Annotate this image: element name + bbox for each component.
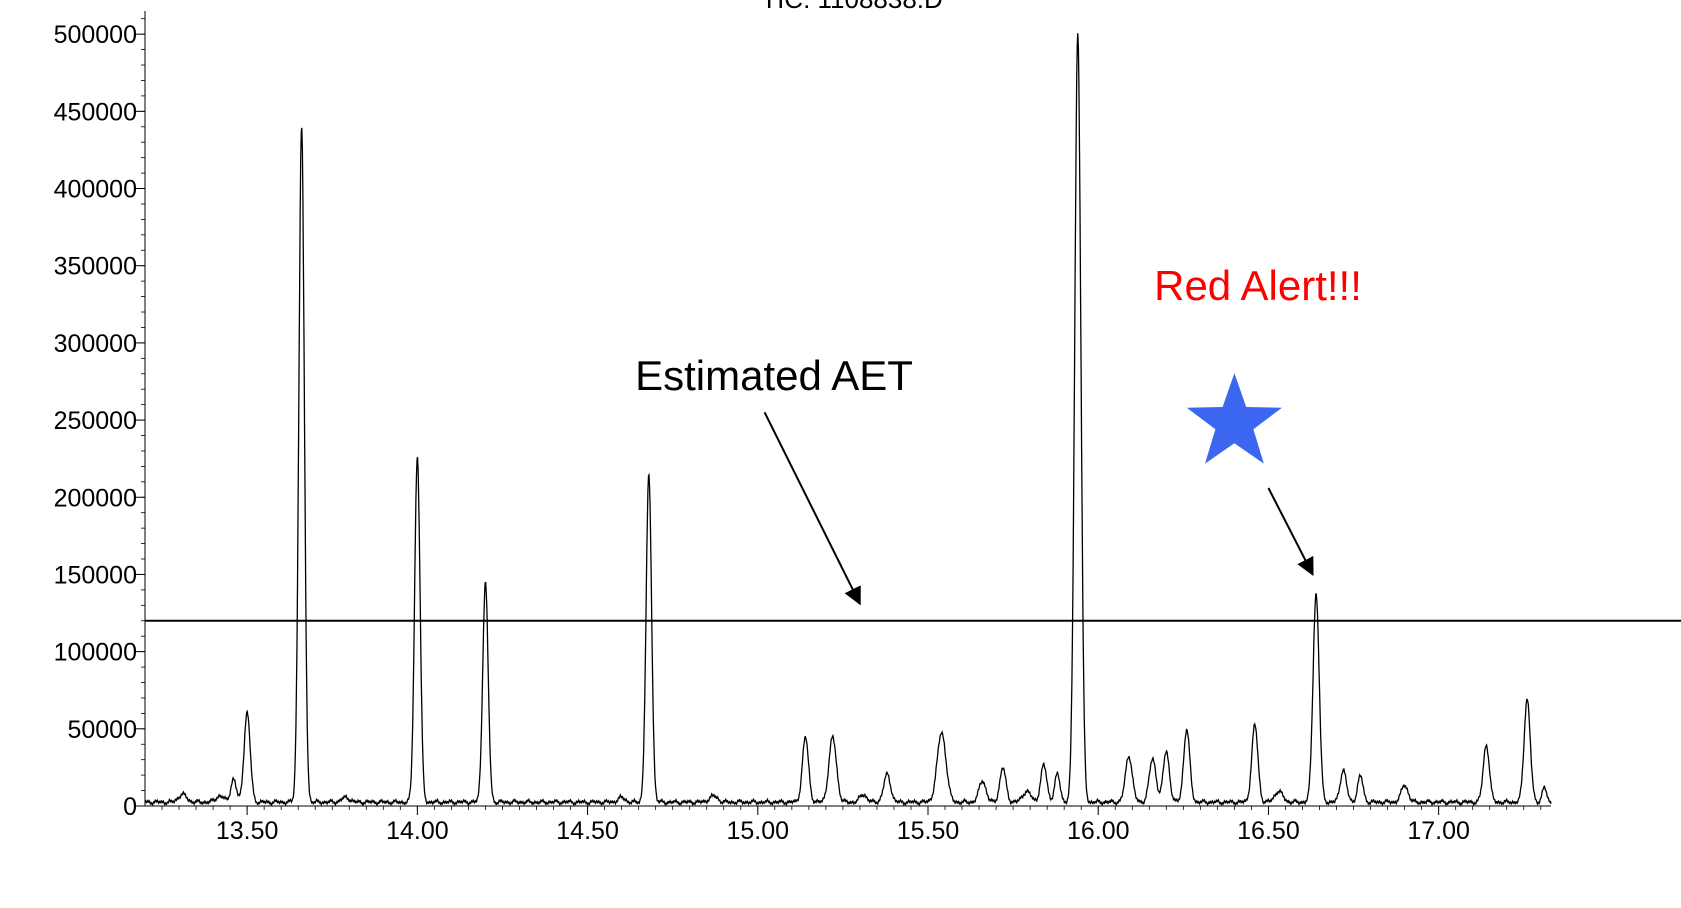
y-tick-label: 50000: [67, 716, 137, 744]
chromatogram-trace: [144, 33, 1552, 807]
y-tick-label: 500000: [54, 21, 137, 49]
chart-title: TIC: 1108838.D: [761, 0, 943, 14]
alert-arrow: [1267, 487, 1314, 577]
axes-layer: 0 50000 100000 150000 200000 250000 300000 3500…: [54, 11, 1551, 845]
y-tick-label: 0: [123, 793, 137, 821]
y-tick-label: 100000: [54, 639, 137, 667]
alert-star-icon: [1186, 373, 1282, 464]
x-tick-label: 16.00: [1067, 817, 1130, 845]
y-tick-label: 200000: [54, 484, 137, 512]
y-tick-label: 250000: [54, 407, 137, 435]
x-tick-label: 14.00: [386, 817, 449, 845]
y-tick-label: 400000: [54, 176, 137, 204]
x-tick-label: 13.50: [216, 817, 279, 845]
red-alert-label: Red Alert!!!: [1154, 262, 1362, 309]
aet-arrow: [763, 411, 861, 606]
x-tick-label: 15.50: [897, 817, 960, 845]
y-tick-label: 150000: [54, 561, 137, 589]
x-tick-label: 14.50: [556, 817, 619, 845]
x-tick-label: 16.50: [1237, 817, 1300, 845]
y-tick-label: 450000: [54, 98, 137, 126]
y-tick-label: 300000: [54, 330, 137, 358]
aet-label: Estimated AET: [635, 352, 913, 399]
x-tick-label: 15.00: [727, 817, 790, 845]
y-tick-label: 350000: [54, 253, 137, 281]
x-tick-label: 17.00: [1407, 817, 1470, 845]
